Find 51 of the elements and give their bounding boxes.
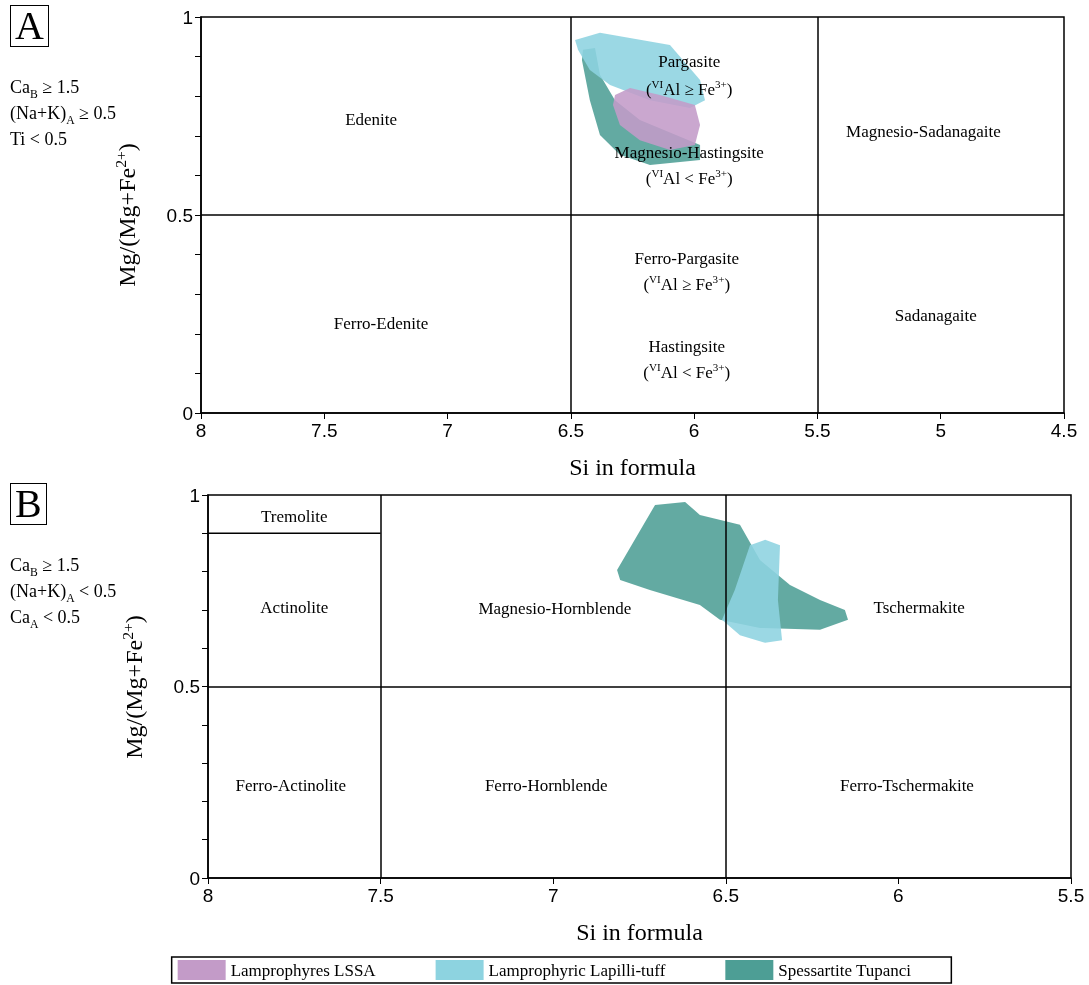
x-tick-label: 6 xyxy=(893,885,904,906)
text: Ti < 0.5 xyxy=(10,129,68,150)
y-tick-label: 1 xyxy=(189,484,200,506)
x-tick-label: 6 xyxy=(688,420,700,441)
annotation: Ferro-Hornblende xyxy=(484,776,608,797)
x-tick-label: 6.5 xyxy=(557,420,585,441)
y-tick-label: 0.5 xyxy=(173,676,200,697)
annotation: ($^{VI}$Al < Fe$^{3+}$) xyxy=(645,167,733,189)
x-axis-title: Si in formula xyxy=(569,454,697,480)
x-tick-label: 7 xyxy=(547,885,559,906)
legend-label: Lamprophyres LSSA xyxy=(230,960,377,980)
annotation: Ferro-Pargasite xyxy=(634,248,739,269)
x-tick-label: 5.5 xyxy=(1057,885,1085,906)
annotation: Hastingsite xyxy=(648,336,725,357)
x-tick-label: 8 xyxy=(202,885,214,906)
y-tick-label: 0 xyxy=(182,402,193,424)
x-tick-label: 7.5 xyxy=(311,420,338,441)
x-tick-label: 5 xyxy=(935,420,946,441)
annotation: Tschermakite xyxy=(873,597,965,618)
annotation: Magnesio-Sadanagaite xyxy=(846,121,1001,142)
x-tick-label: 7.5 xyxy=(367,885,394,906)
y-tick-label: 1 xyxy=(182,6,193,28)
annotation: Magnesio-Hornblende xyxy=(478,599,632,620)
chart-title: B xyxy=(10,481,47,526)
annotation: Ferro-Edenite xyxy=(333,313,429,334)
legend-label: Lamprophyric Lapilli-tuff xyxy=(488,960,666,980)
x-tick-label: 5.5 xyxy=(804,420,831,441)
annotation: ($^{VI}$Al ≥ Fe$^{3+}$) xyxy=(645,78,733,100)
annotation: Actinolite xyxy=(260,597,329,618)
annotation: ($^{VI}$Al < Fe$^{3+}$) xyxy=(643,360,731,383)
legend-label: Spessartite Tupanci xyxy=(778,960,912,980)
x-tick-label: 6.5 xyxy=(712,885,740,906)
annotation: ($^{VI}$Al ≥ Fe$^{3+}$) xyxy=(643,273,731,295)
annotation: Tremolite xyxy=(261,506,328,527)
y-tick-label: 0 xyxy=(189,867,200,889)
annotation: Pargasite xyxy=(658,52,721,73)
text: (Na+K)$_{A}$ < 0.5 xyxy=(10,581,117,605)
text: Ca$_{B}$ ≥ 1.5 xyxy=(10,77,80,101)
text: (Na+K)$_{A}$ ≥ 0.5 xyxy=(10,103,116,127)
annotation: Edenite xyxy=(345,109,398,130)
x-tick-label: 4.5 xyxy=(1050,420,1078,441)
x-tick-label: 8 xyxy=(195,420,207,441)
annotation: Sadanagaite xyxy=(894,305,977,326)
y-tick-label: 0.5 xyxy=(166,204,193,226)
text: Ca$_{B}$ ≥ 1.5 xyxy=(10,555,80,579)
annotation: Ferro-Tschermakite xyxy=(840,776,974,797)
chart-title: A xyxy=(10,3,49,48)
annotation: Ferro-Actinolite xyxy=(235,776,347,797)
x-axis-title: Si in formula xyxy=(576,919,704,945)
text: Ca$_{A}$ < 0.5 xyxy=(10,607,81,631)
x-tick-label: 7 xyxy=(442,420,453,441)
